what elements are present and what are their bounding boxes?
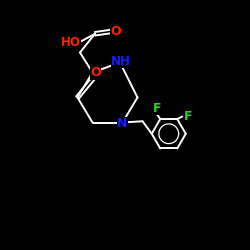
Text: HO: HO bbox=[61, 36, 81, 49]
Text: N: N bbox=[117, 117, 128, 130]
Text: O: O bbox=[90, 66, 101, 79]
Text: NH: NH bbox=[111, 55, 131, 68]
Text: O: O bbox=[110, 25, 121, 38]
Text: F: F bbox=[153, 102, 161, 115]
Text: F: F bbox=[184, 110, 193, 123]
